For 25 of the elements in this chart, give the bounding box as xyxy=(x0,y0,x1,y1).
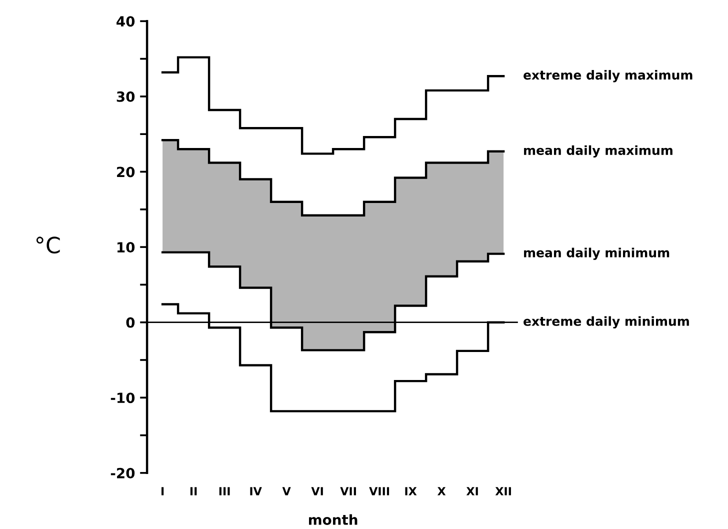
y-tick-label: 0 xyxy=(126,317,135,328)
y-tick-label: 30 xyxy=(116,91,135,102)
x-tick-label: X xyxy=(437,487,446,496)
x-tick-label: VI xyxy=(311,487,323,496)
x-tick-label: XII xyxy=(495,487,511,496)
y-tick-label: 10 xyxy=(117,242,135,253)
x-axis-title: month xyxy=(309,514,358,525)
y-tick-label: -20 xyxy=(110,468,135,478)
x-tick-label: VII xyxy=(340,487,356,496)
x-tick-label: II xyxy=(190,487,197,496)
series-label: mean daily maximum xyxy=(524,145,672,158)
x-tick-label: XI xyxy=(466,487,478,496)
x-tick-label: IV xyxy=(250,487,262,496)
series-label: extreme daily maximum xyxy=(524,70,692,82)
y-axis-title: °C xyxy=(36,236,60,254)
series-label: mean daily minimum xyxy=(524,248,670,260)
x-tick-label: V xyxy=(282,487,291,496)
series-label: extreme daily minimum xyxy=(524,316,689,328)
y-tick-label: 20 xyxy=(117,166,135,178)
y-tick-label: -10 xyxy=(110,392,135,404)
x-tick-label: III xyxy=(219,487,230,496)
x-tick-label: IX xyxy=(405,487,417,496)
x-tick-label: VIII xyxy=(369,487,390,496)
y-tick-label: 40 xyxy=(116,16,135,27)
x-tick-label: I xyxy=(162,487,164,496)
